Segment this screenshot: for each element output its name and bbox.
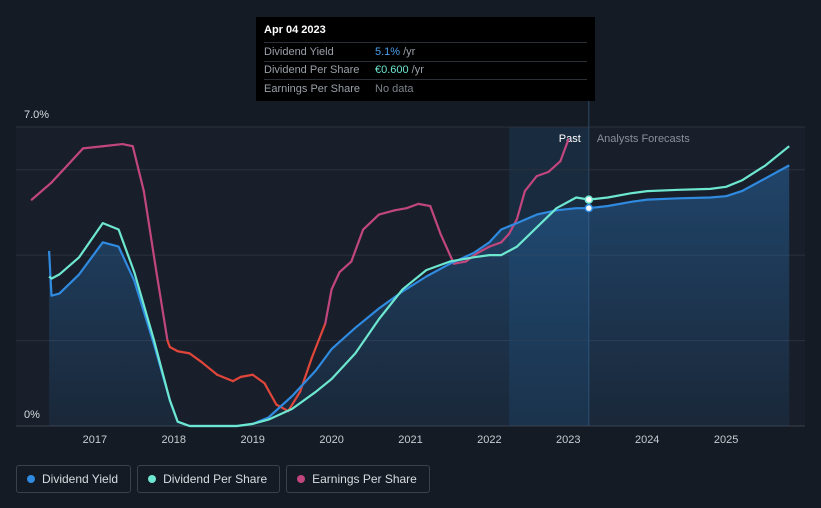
earnings-per-share-segment	[515, 189, 527, 220]
earnings-per-share-segment	[439, 232, 455, 265]
earnings-per-share-segment	[155, 271, 169, 342]
earnings-per-share-segment	[50, 164, 69, 184]
earnings-per-share-segment	[452, 260, 467, 265]
past-label: Past	[559, 133, 581, 145]
x-tick-label: 2024	[635, 434, 659, 446]
tooltip-value: €0.600	[375, 64, 409, 77]
dividend-per-share-line	[48, 145, 790, 428]
y-tick-label: 7.0%	[24, 109, 49, 121]
legend: Dividend Yield Dividend Per Share Earnin…	[16, 465, 430, 493]
dividend-yield-marker	[584, 203, 594, 213]
earnings-per-share-segment	[275, 403, 290, 413]
tooltip-label: Dividend Yield	[264, 45, 334, 58]
earnings-per-share-segment	[251, 373, 266, 385]
x-tick-label: 2021	[398, 434, 422, 446]
earnings-per-share-segment	[429, 204, 442, 235]
tooltip-value: No data	[375, 82, 414, 95]
tooltip-panel: Apr 04 2023 Dividend Yield 5.1% /yr Divi…	[256, 17, 595, 101]
earnings-per-share-segment	[121, 142, 134, 148]
x-tick-label: 2017	[83, 434, 107, 446]
earnings-per-share-segment	[263, 382, 278, 406]
earnings-per-share-segment	[523, 175, 538, 193]
dividend-per-share-marker	[584, 195, 594, 204]
earnings-per-share-segment	[176, 350, 191, 355]
tooltip-row-dividend-yield: Dividend Yield 5.1% /yr	[264, 42, 587, 61]
earnings-per-share-segment	[547, 160, 562, 173]
dividend-yield-line	[48, 164, 790, 428]
tooltip-unit: /yr	[411, 64, 424, 77]
x-tick-label: 2022	[477, 434, 501, 446]
forecast-label: Analysts Forecasts	[597, 133, 690, 145]
earnings-per-share-segment	[417, 202, 432, 208]
earnings-per-share-segment	[338, 260, 353, 274]
x-tick-label: 2025	[714, 434, 738, 446]
earnings-per-share-segment	[287, 390, 302, 413]
legend-item-dividend-yield[interactable]: Dividend Yield	[16, 465, 132, 493]
legend-label: Dividend Yield	[42, 472, 119, 486]
earnings-per-share-segment	[101, 142, 124, 148]
earnings-per-share-segment	[559, 138, 570, 163]
y-tick-label: 0%	[24, 409, 40, 421]
earnings-per-share-segment	[188, 352, 203, 364]
tooltip-label: Dividend Per Share	[264, 64, 360, 77]
earnings-per-share-segment	[166, 339, 171, 349]
earnings-per-share-segment	[200, 360, 219, 376]
x-tick-label: 2019	[240, 434, 264, 446]
x-tick-label: 2023	[556, 434, 580, 446]
tooltip-unit: /yr	[403, 45, 416, 58]
legend-item-dividend-per-share[interactable]: Dividend Per Share	[137, 465, 281, 493]
earnings-per-share-segment	[66, 147, 85, 167]
legend-item-earnings-per-share[interactable]: Earnings Per Share	[286, 465, 430, 493]
earnings-per-share-segment	[535, 170, 550, 178]
tooltip-row-dividend-per-share: Dividend Per Share €0.600 /yr	[264, 60, 587, 80]
earnings-per-share-segment	[500, 232, 511, 244]
earnings-per-share-segment	[168, 345, 179, 353]
earnings-per-share-segment	[362, 213, 381, 231]
earnings-per-share-segment	[476, 245, 491, 255]
tooltip-row-earnings-per-share: Earnings Per Share No data	[264, 79, 587, 98]
earnings-per-share-segment	[508, 217, 519, 235]
earnings-per-share-segment	[131, 145, 145, 193]
earnings-per-share-segment	[216, 373, 235, 383]
earnings-per-share-segment	[377, 209, 396, 216]
x-tick-label: 2018	[162, 434, 186, 446]
earnings-per-share-segment	[330, 271, 341, 291]
tooltip-label: Earnings Per Share	[264, 82, 360, 95]
earnings-per-share-segment	[30, 181, 53, 201]
earnings-per-share-segment	[310, 322, 327, 359]
tooltip-date: Apr 04 2023	[264, 24, 326, 36]
earnings-per-share-segment	[350, 228, 365, 263]
earnings-per-share-segment	[324, 288, 333, 325]
x-tick-label: 2020	[319, 434, 343, 446]
dividend-yield-area	[49, 165, 790, 426]
legend-dot-icon	[27, 475, 35, 483]
tooltip-value: 5.1%	[375, 45, 401, 58]
earnings-per-share-segment	[81, 145, 104, 150]
earnings-per-share-segment	[405, 202, 420, 210]
legend-dot-icon	[148, 475, 157, 483]
earnings-per-share-segment	[231, 375, 242, 383]
earnings-per-share-segment	[393, 207, 408, 212]
legend-label: Earnings Per Share	[312, 472, 417, 486]
legend-dot-icon	[297, 475, 306, 483]
earnings-per-share-segment	[142, 189, 158, 274]
legend-label: Dividend Per Share	[163, 472, 268, 486]
earnings-per-share-segment	[488, 241, 503, 248]
earnings-per-share-segment	[239, 373, 254, 378]
